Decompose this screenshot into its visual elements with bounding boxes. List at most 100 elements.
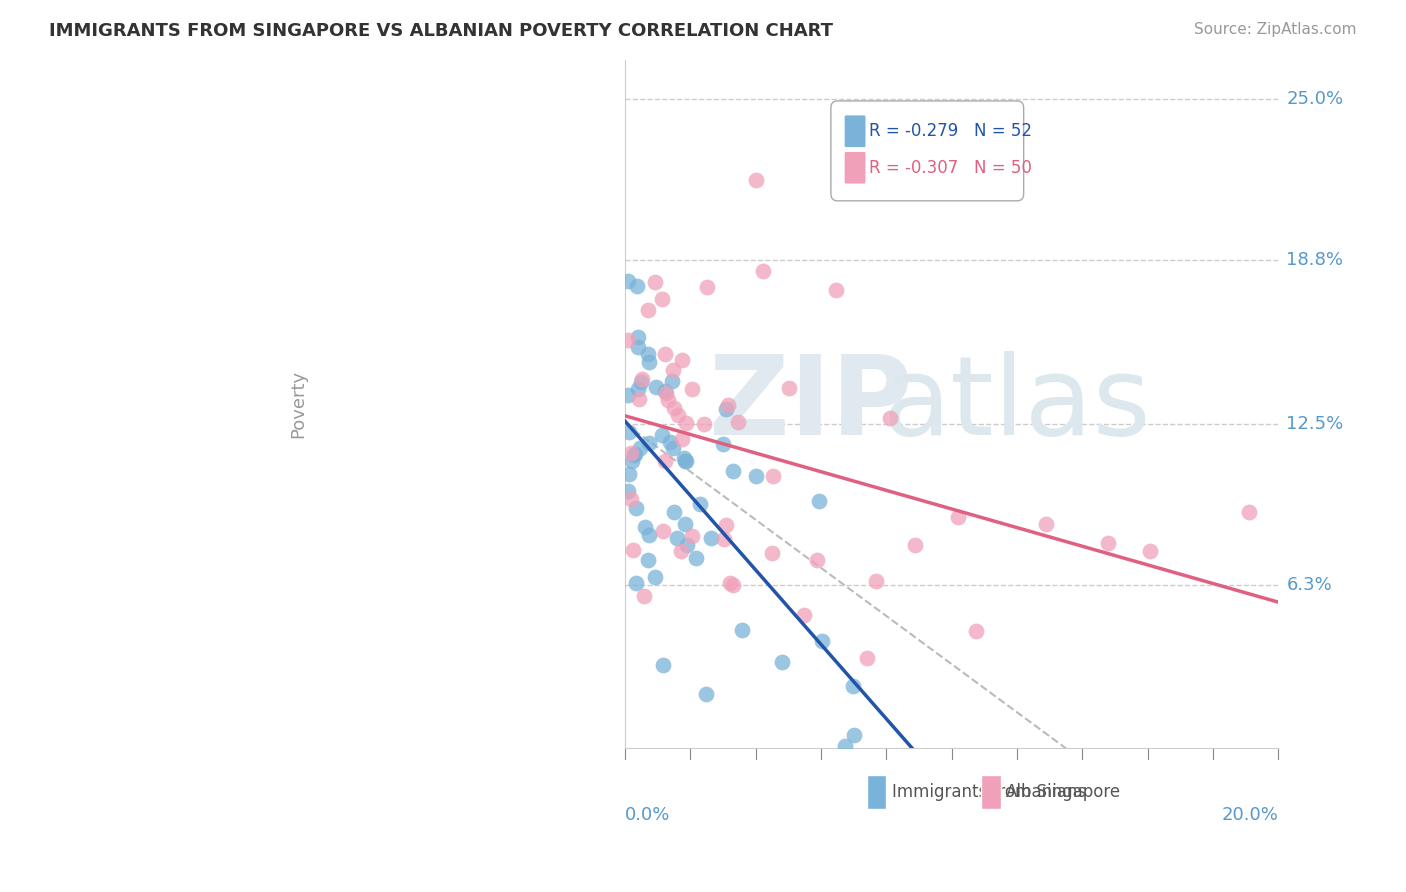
Point (658, 434, 681, 449)
Point (620, 454, 643, 468)
Text: R = -0.279   N = 52: R = -0.279 N = 52 (869, 122, 1032, 140)
Point (965, 624, 987, 638)
Point (689, 497, 711, 511)
Point (617, 275, 640, 289)
Point (671, 544, 693, 558)
Point (627, 382, 650, 396)
Point (619, 425, 641, 440)
Point (673, 517, 696, 532)
Point (806, 553, 828, 567)
Text: Immigrants from Singapore: Immigrants from Singapore (891, 783, 1119, 801)
FancyBboxPatch shape (831, 101, 1024, 201)
Point (673, 454, 696, 468)
Point (661, 374, 683, 388)
Point (676, 538, 699, 552)
Point (865, 574, 887, 588)
Point (1139, 544, 1161, 558)
Point (745, 469, 768, 483)
Point (714, 402, 737, 417)
Point (1035, 516, 1057, 531)
Point (696, 280, 718, 294)
Point (762, 469, 785, 483)
Point (651, 428, 673, 442)
Point (662, 442, 685, 456)
Point (617, 388, 640, 402)
Point (834, 739, 856, 753)
Bar (981, 774, 1001, 809)
Point (631, 372, 654, 386)
Point (637, 303, 659, 318)
Point (714, 517, 737, 532)
Point (662, 363, 685, 377)
Point (637, 527, 659, 541)
Point (904, 538, 927, 552)
Point (657, 393, 679, 408)
Point (638, 355, 661, 369)
Point (685, 550, 707, 565)
Point (711, 437, 734, 451)
Point (627, 392, 650, 406)
Text: 6.3%: 6.3% (1286, 575, 1331, 594)
Point (621, 542, 644, 557)
Point (617, 484, 640, 499)
Point (721, 577, 744, 591)
Text: atlas: atlas (883, 351, 1152, 458)
Point (1097, 536, 1119, 550)
Text: Albanians: Albanians (1007, 783, 1087, 801)
Point (879, 410, 901, 425)
Point (623, 449, 645, 463)
Text: R = -0.307   N = 50: R = -0.307 N = 50 (869, 159, 1032, 177)
Point (628, 441, 651, 455)
Point (825, 283, 848, 297)
Point (633, 590, 655, 604)
Point (644, 275, 666, 289)
Point (946, 510, 969, 524)
Point (681, 382, 703, 396)
Text: 20.0%: 20.0% (1222, 805, 1278, 823)
Point (761, 546, 783, 560)
Point (619, 492, 641, 507)
Point (617, 333, 640, 347)
Text: 25.0%: 25.0% (1286, 89, 1344, 108)
Point (731, 623, 754, 637)
Point (664, 401, 686, 415)
Point (654, 347, 676, 361)
Point (770, 655, 793, 669)
Text: 12.5%: 12.5% (1286, 415, 1344, 433)
Text: 0.0%: 0.0% (626, 805, 671, 823)
Point (752, 264, 775, 278)
Point (675, 454, 697, 468)
FancyBboxPatch shape (844, 115, 866, 148)
Point (717, 398, 740, 412)
Point (624, 500, 647, 515)
Point (637, 436, 659, 450)
Point (626, 279, 648, 293)
Point (624, 575, 647, 590)
Point (627, 340, 650, 354)
Point (654, 454, 676, 468)
Point (842, 679, 865, 693)
Point (808, 494, 831, 508)
Point (695, 687, 717, 701)
Point (651, 292, 673, 306)
Point (617, 467, 640, 481)
FancyBboxPatch shape (844, 152, 866, 185)
Point (637, 347, 659, 361)
Point (675, 416, 697, 430)
Point (644, 380, 666, 394)
Text: ZIP: ZIP (709, 351, 912, 458)
Point (633, 520, 655, 534)
Point (745, 173, 768, 187)
Point (630, 375, 652, 389)
Point (652, 524, 675, 538)
Point (810, 634, 832, 648)
Point (778, 381, 800, 395)
Point (671, 352, 693, 367)
Point (624, 446, 647, 460)
Point (652, 658, 675, 673)
Point (671, 433, 693, 447)
Point (620, 446, 643, 460)
Point (842, 728, 865, 742)
Point (666, 409, 689, 423)
Point (700, 531, 723, 545)
